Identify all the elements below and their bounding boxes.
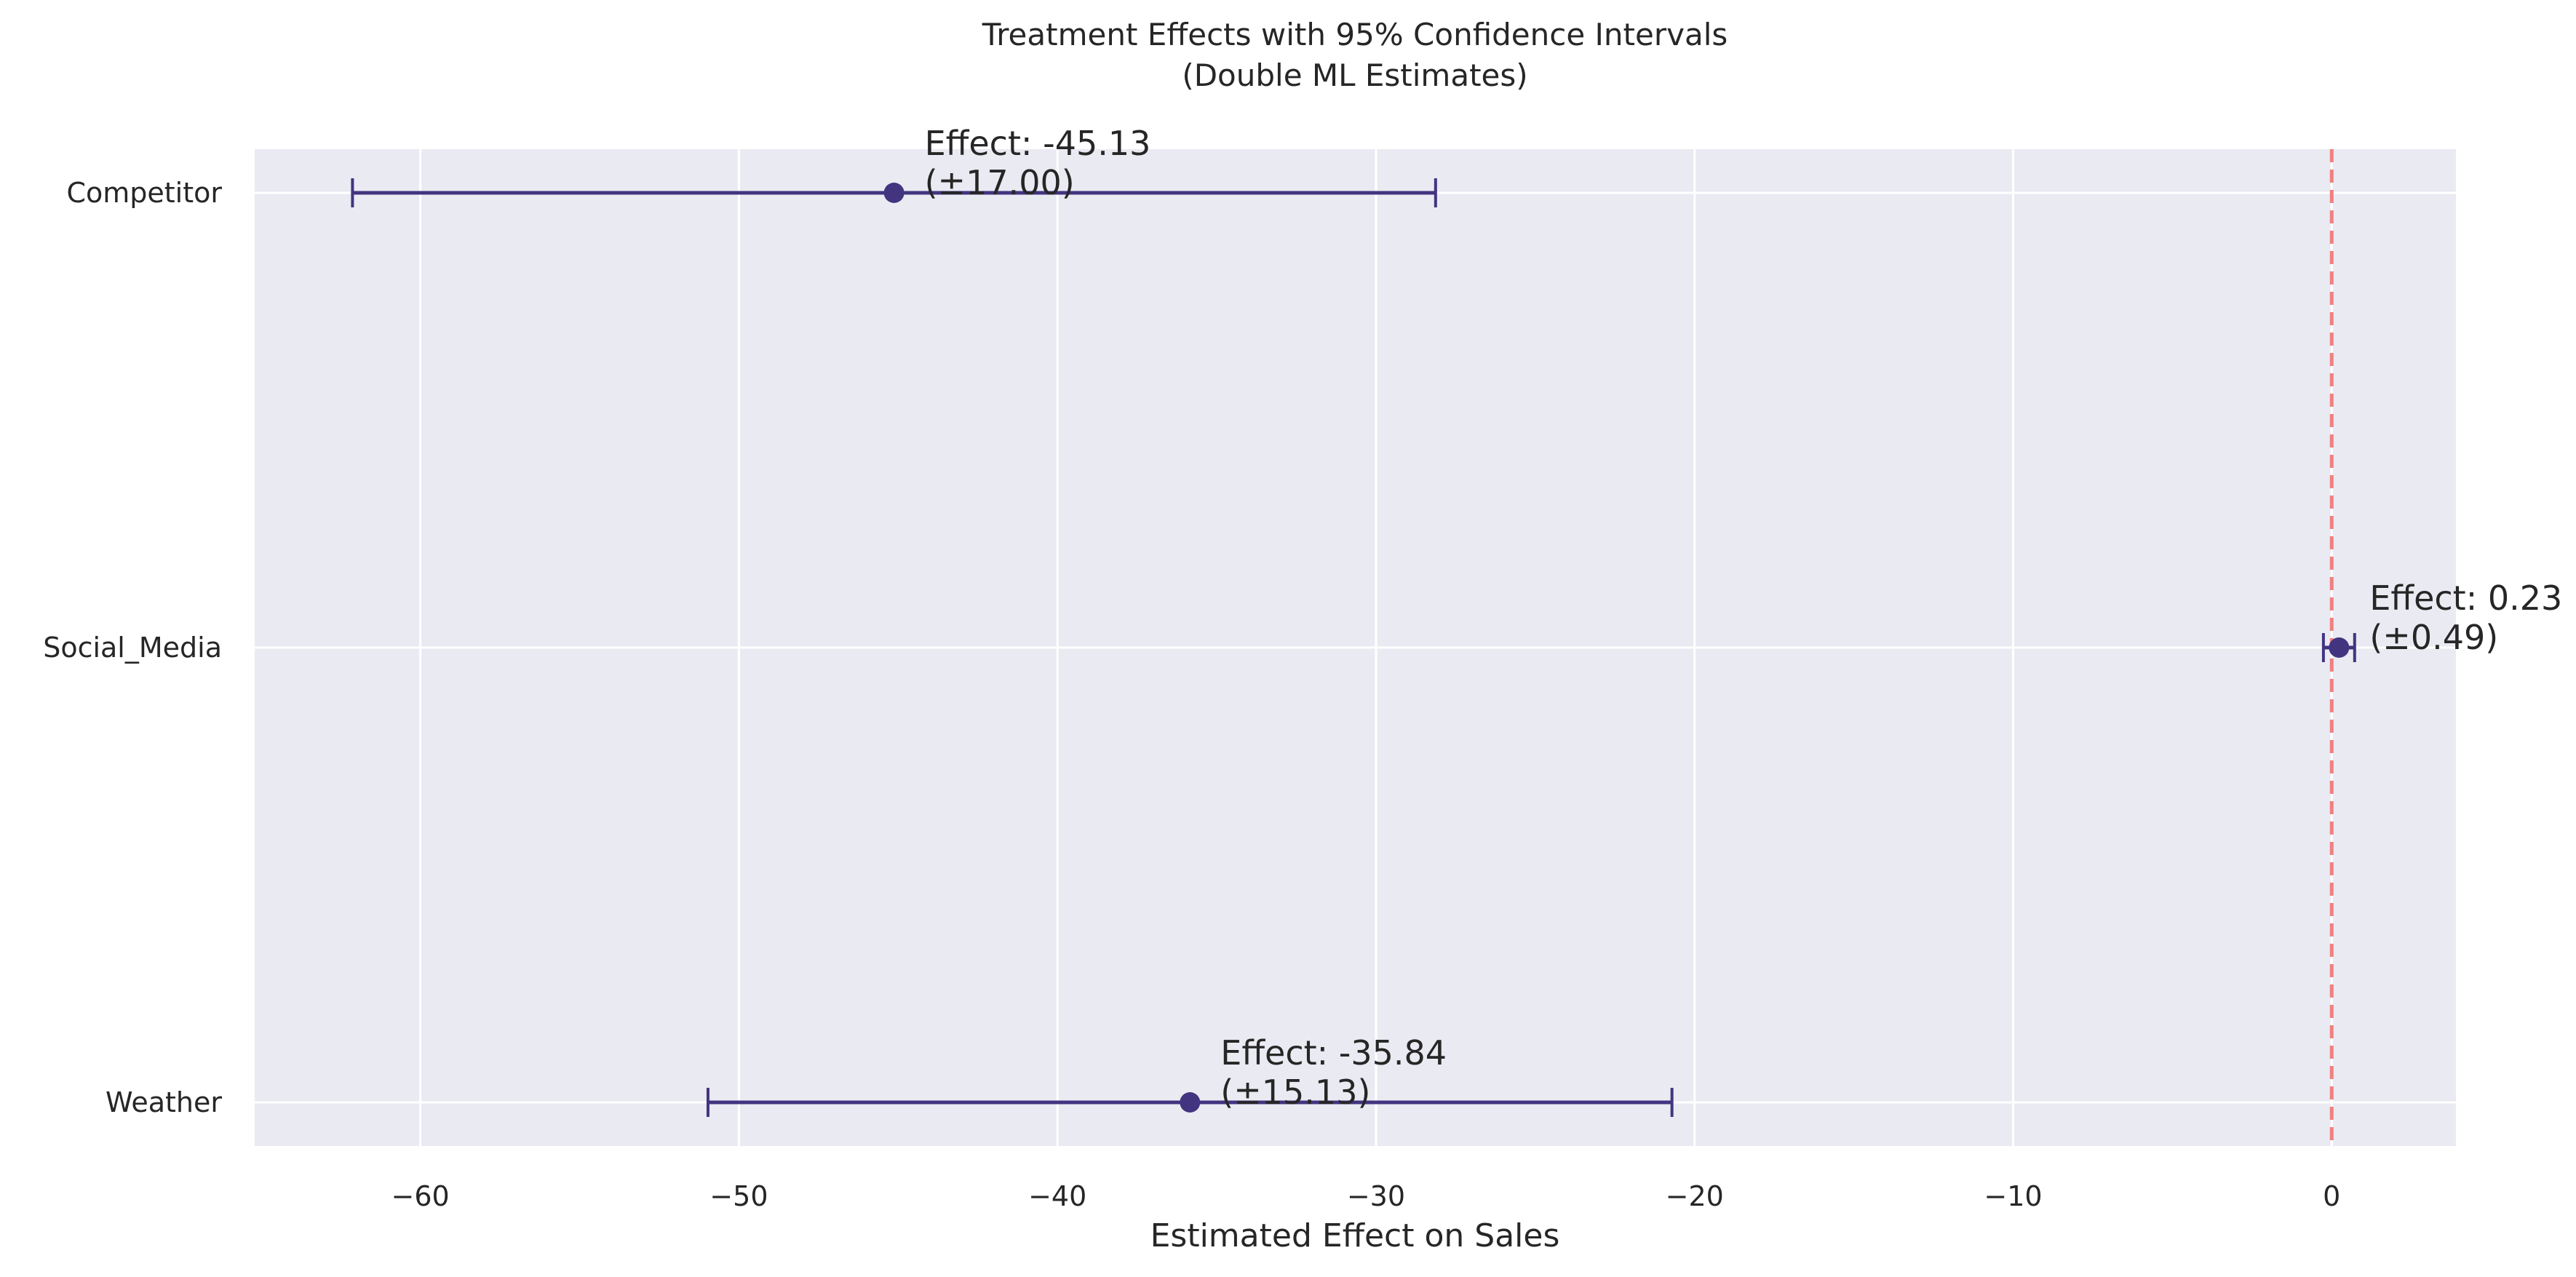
labels: −60 −50 −40 −30 −20 −10 0 Competitor Social_Medi… xyxy=(43,124,2562,1212)
x-tick-label: −50 xyxy=(709,1180,768,1212)
ci-annotation: (±17.00) xyxy=(925,163,1075,202)
effect-point xyxy=(2329,637,2350,658)
chart-subtitle: (Double ML Estimates) xyxy=(1182,57,1527,93)
x-tick-label: −30 xyxy=(1347,1180,1405,1212)
ci-annotation: (±15.13) xyxy=(1220,1073,1370,1112)
effect-point xyxy=(1180,1092,1201,1113)
x-tick-label: −60 xyxy=(391,1180,450,1212)
effect-annotation: Effect: -45.13 xyxy=(925,124,1151,163)
effect-annotation: Effect: -35.84 xyxy=(1220,1033,1447,1073)
y-tick-label: Social_Media xyxy=(43,632,222,664)
chart-title: Treatment Effects with 95% Confidence In… xyxy=(982,17,1728,52)
x-tick-label: −40 xyxy=(1028,1180,1086,1212)
x-tick-label: −20 xyxy=(1666,1180,1724,1212)
ci-annotation: (±0.49) xyxy=(2369,618,2498,657)
effect-annotation: Effect: 0.23 xyxy=(2369,578,2562,618)
x-tick-label: 0 xyxy=(2323,1180,2340,1212)
marks xyxy=(351,178,2356,1117)
x-tick-label: −10 xyxy=(1984,1180,2042,1212)
y-tick-label: Competitor xyxy=(66,177,222,209)
effect-point xyxy=(883,183,905,203)
y-tick-label: Weather xyxy=(106,1086,222,1118)
x-axis-label: Estimated Effect on Sales xyxy=(1150,1217,1560,1254)
